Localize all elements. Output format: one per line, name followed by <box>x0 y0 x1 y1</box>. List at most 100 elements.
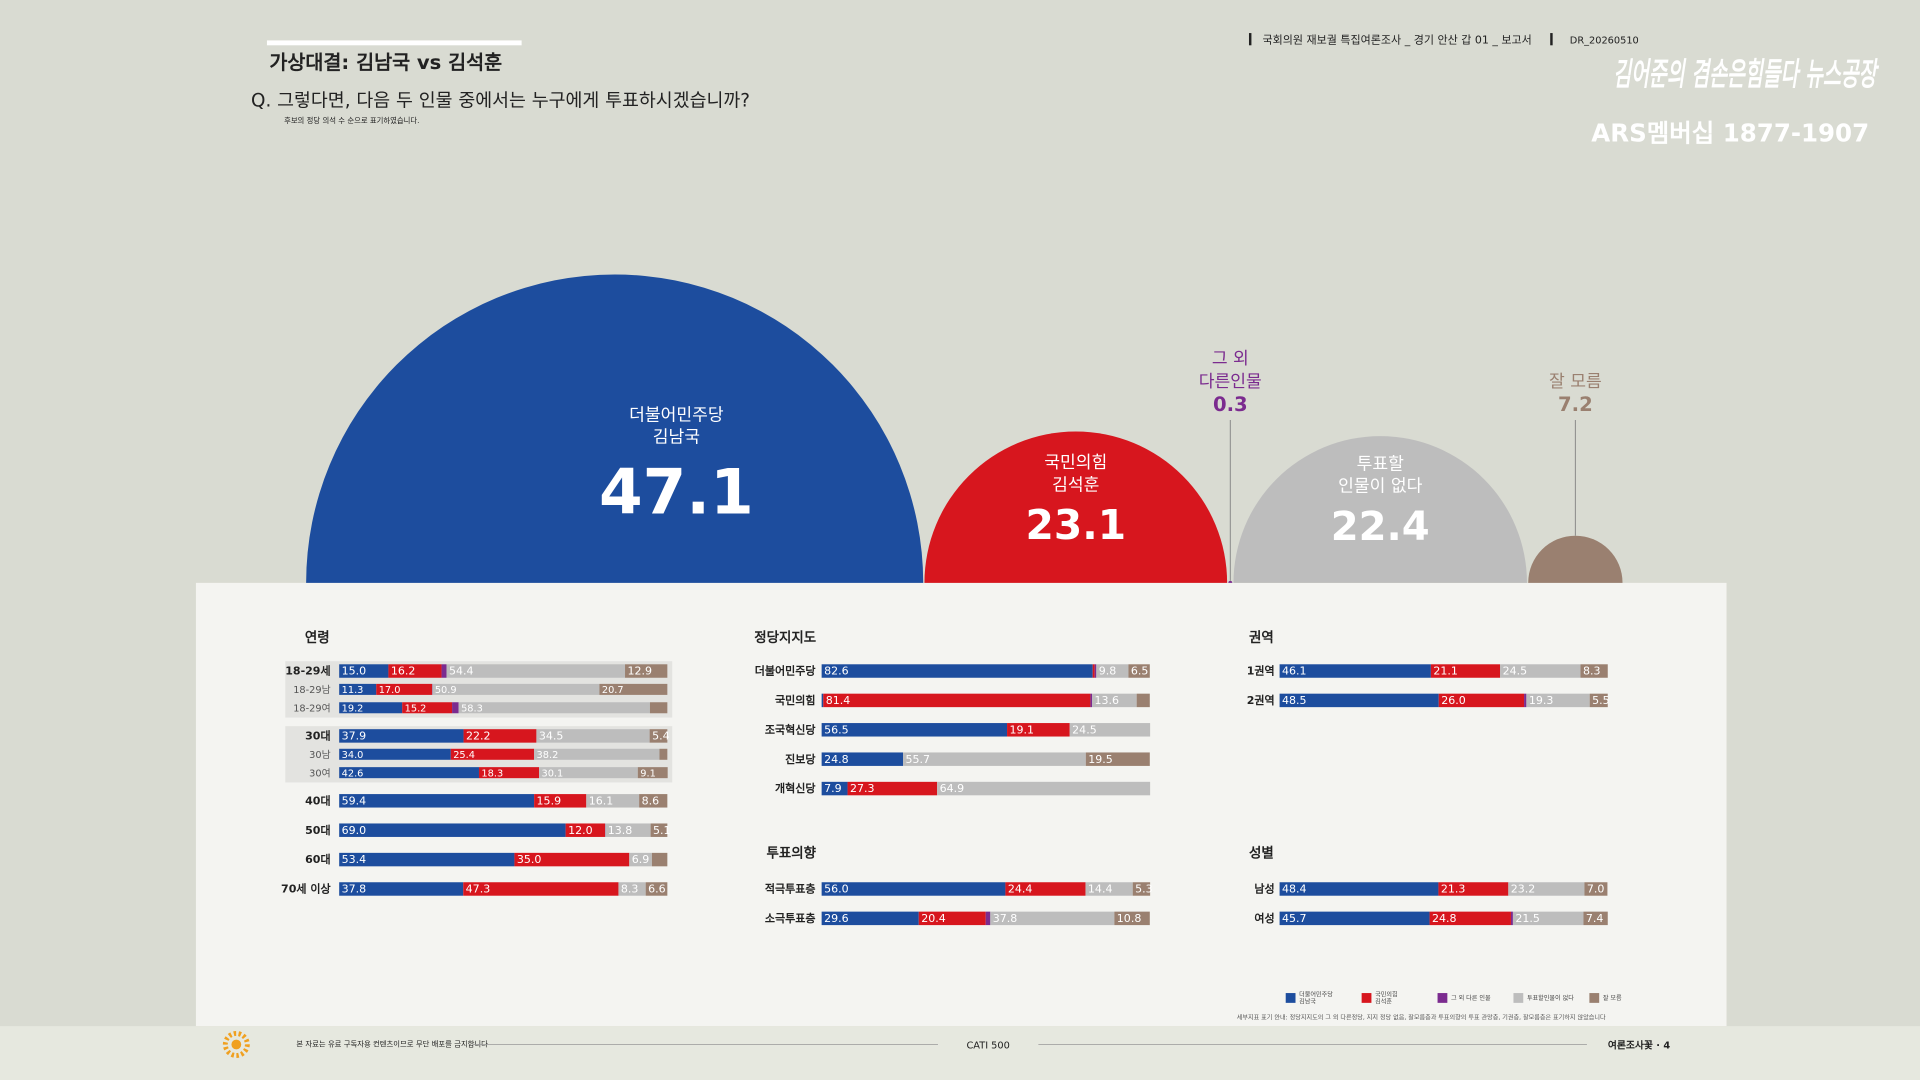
value-label: 82.6 <box>824 665 849 678</box>
value-label: 59.4 <box>342 794 367 807</box>
category-label: 김석훈 <box>1052 475 1099 495</box>
value-label: 56.0 <box>824 883 849 896</box>
row-label: 여성 <box>1254 911 1274 925</box>
row-label: 2권역 <box>1247 693 1275 707</box>
bar-segment <box>605 823 651 837</box>
bar-segment <box>339 852 515 867</box>
value-label: 48.4 <box>1282 883 1307 896</box>
value-label: 53.4 <box>342 853 367 866</box>
group-title: 성별 <box>1249 845 1274 861</box>
category-label: 더불어민주당 <box>629 405 724 425</box>
semicircle <box>1528 535 1623 583</box>
value-label: 6.9 <box>632 853 650 866</box>
row-label: 조국혁신당 <box>765 722 816 736</box>
value-label: 19.2 <box>342 703 364 714</box>
value-label: 12.0 <box>568 824 593 837</box>
bar-segment <box>1430 664 1501 678</box>
bar-segment <box>1589 693 1608 708</box>
row-label: 50대 <box>305 823 330 837</box>
bar-segment <box>478 767 540 779</box>
bar-segment <box>618 882 646 896</box>
value-label: 15.2 <box>405 703 427 714</box>
value-label: 0.3 <box>1213 393 1248 416</box>
bar-segment <box>1092 664 1095 678</box>
bar-segment <box>514 852 630 867</box>
value-label: 15.0 <box>342 665 367 678</box>
phone: ARS멤버십 1877-1907 <box>1591 119 1869 148</box>
value-label: 7.4 <box>1586 912 1604 925</box>
bar-segment <box>1500 664 1581 678</box>
value-label: 23.2 <box>1511 883 1536 896</box>
bar-segment <box>339 794 535 808</box>
value-label: 56.5 <box>824 723 849 736</box>
bar-segment <box>1007 723 1070 737</box>
value-label: 35.0 <box>517 853 542 866</box>
group-title: 투표의향 <box>767 844 817 861</box>
bar-segment <box>937 781 1151 796</box>
bar-segment <box>534 748 660 760</box>
bar-segment <box>402 702 453 714</box>
bar-segment <box>339 664 389 678</box>
bar-segment <box>1438 693 1525 708</box>
value-label: 46.1 <box>1282 665 1307 678</box>
value-label: 21.3 <box>1441 883 1466 896</box>
title-rule <box>266 40 522 46</box>
value-label: 24.5 <box>1503 665 1528 678</box>
bar-segment <box>821 693 824 708</box>
value-label: 16.2 <box>391 665 416 678</box>
value-label: 19.5 <box>1088 753 1113 766</box>
row-label: 30남 <box>309 749 330 761</box>
bar-segment <box>339 748 451 760</box>
value-label: 47.1 <box>599 456 754 529</box>
bar-segment <box>659 748 668 760</box>
value-label: 55.7 <box>905 753 930 766</box>
bar-segment <box>1524 693 1527 708</box>
value-label: 20.4 <box>921 912 946 925</box>
value-label: 81.4 <box>826 694 851 707</box>
bar-segment <box>458 702 650 714</box>
value-label: 16.1 <box>589 794 614 807</box>
value-label: 8.3 <box>1583 665 1601 678</box>
bar-segment <box>1279 664 1431 678</box>
bar-segment <box>639 794 668 808</box>
bar-segment <box>1583 911 1608 926</box>
value-label: 9.1 <box>640 768 656 779</box>
bar-segment <box>599 683 668 695</box>
row-label: 18-29세 <box>285 664 330 678</box>
footer-logo <box>222 1031 250 1058</box>
legend-swatch <box>1513 993 1524 1003</box>
value-label: 27.3 <box>850 782 875 795</box>
value-label: 24.5 <box>1072 723 1097 736</box>
bar-segment <box>463 729 537 743</box>
bar-segment <box>629 852 652 867</box>
legend-label: 잘 모름 <box>1603 994 1622 1002</box>
row-label: 진보당 <box>785 752 815 766</box>
value-label: 24.8 <box>1432 912 1457 925</box>
value-label: 5.5 <box>1592 694 1610 707</box>
value-label: 54.4 <box>449 665 474 678</box>
value-label: 58.3 <box>461 703 483 714</box>
row-label: 남성 <box>1254 882 1274 896</box>
bar-segment <box>821 781 848 796</box>
bar-segment <box>450 748 535 760</box>
row-label: 소극투표층 <box>765 911 816 925</box>
bar-segment <box>1580 664 1608 678</box>
bar-segment <box>1069 723 1151 737</box>
value-label: 9.8 <box>1099 665 1117 678</box>
row-label: 18-29남 <box>293 684 330 696</box>
legend-label: 더불어민주당 <box>1299 990 1333 998</box>
bar-segment <box>645 882 668 896</box>
bar-segment <box>565 823 605 837</box>
divider <box>1550 33 1553 46</box>
bar-segment <box>1085 752 1150 766</box>
bar-segment <box>376 683 433 695</box>
value-label: 24.4 <box>1008 883 1033 896</box>
value-label: 10.8 <box>1117 912 1142 925</box>
group-title: 연령 <box>305 630 330 646</box>
bar-segment <box>586 794 640 808</box>
value-label: 34.5 <box>539 730 564 743</box>
category-label: 투표할 <box>1357 455 1405 475</box>
bar-segment <box>1438 882 1509 896</box>
value-label: 64.9 <box>940 782 965 795</box>
